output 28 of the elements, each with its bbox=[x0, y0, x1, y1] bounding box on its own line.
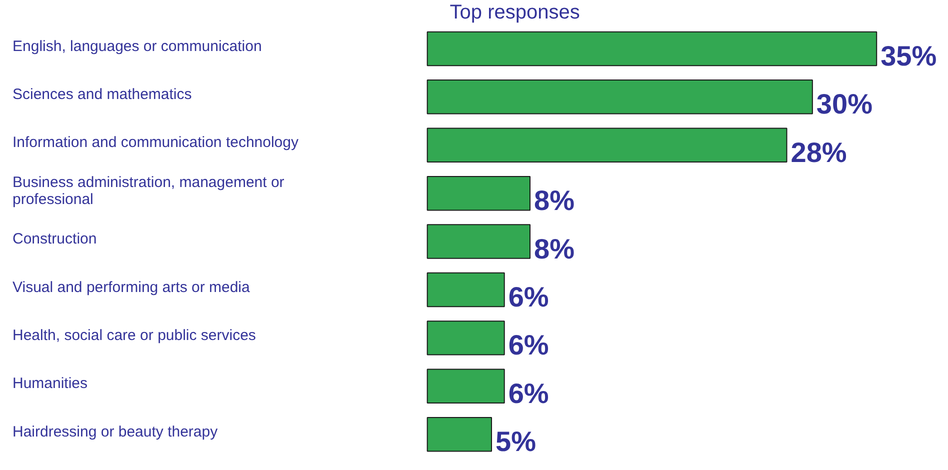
data-label: 28% bbox=[790, 136, 847, 168]
y-tick-label: Information and communication technology bbox=[12, 134, 299, 152]
data-label: 6% bbox=[508, 378, 549, 409]
bar bbox=[426, 128, 788, 162]
bar bbox=[426, 368, 505, 404]
y-tick-label: English, languages or communication bbox=[12, 38, 262, 55]
bar bbox=[426, 31, 878, 66]
data-label: 30% bbox=[816, 88, 873, 120]
data-label: 6% bbox=[508, 281, 549, 312]
y-tick-label: Health, social care or public services bbox=[12, 327, 256, 344]
bar bbox=[426, 320, 505, 356]
data-label: 6% bbox=[508, 330, 549, 361]
bar bbox=[426, 224, 531, 259]
y-tick-label: Hairdressing or beauty therapy bbox=[12, 423, 218, 440]
y-tick-label: Construction bbox=[12, 230, 97, 248]
chart-title: Top responses bbox=[450, 2, 580, 24]
data-label: 5% bbox=[496, 426, 536, 458]
bar bbox=[426, 176, 531, 211]
bar bbox=[426, 80, 813, 114]
y-tick-label: Business administration, management or professional bbox=[12, 174, 284, 208]
bar bbox=[426, 416, 492, 452]
data-label: 8% bbox=[534, 185, 575, 216]
data-label: 35% bbox=[880, 40, 937, 72]
y-tick-label: Visual and performing arts or media bbox=[12, 278, 250, 296]
bar bbox=[426, 272, 505, 308]
y-tick-label: Sciences and mathematics bbox=[12, 86, 192, 103]
y-tick-label: Humanities bbox=[12, 375, 88, 392]
data-label: 8% bbox=[534, 233, 575, 264]
